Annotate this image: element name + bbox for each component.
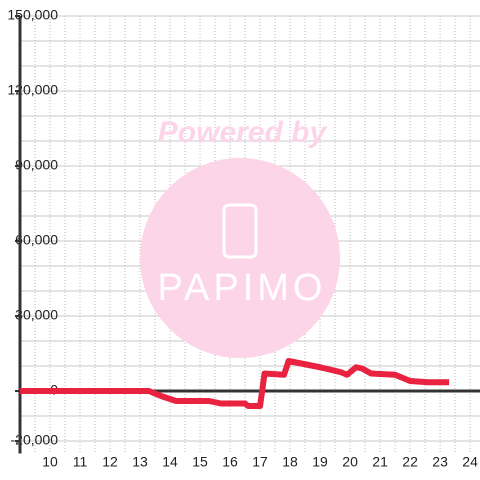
x-tick-label: 15 [192, 454, 208, 470]
watermark-bottom: PAPIMO [158, 267, 327, 309]
x-tick-label: 18 [282, 454, 298, 470]
y-tick-label: 150,000 [7, 7, 58, 23]
watermark: Powered by PAPIMO [140, 116, 340, 358]
y-tick-label: 120,000 [7, 82, 58, 98]
y-tick-label: 30,000 [15, 307, 58, 323]
x-tick-label: 16 [222, 454, 238, 470]
x-tick-label: 24 [462, 454, 478, 470]
x-tick-label: 10 [42, 454, 58, 470]
x-tick-label: 19 [312, 454, 328, 470]
x-tick-label: 23 [432, 454, 448, 470]
x-tick-label: 21 [372, 454, 388, 470]
y-tick-label: 60,000 [15, 232, 58, 248]
x-tick-label: 14 [162, 454, 178, 470]
x-tick-label: 11 [73, 454, 88, 470]
x-tick-label: 22 [402, 454, 418, 470]
x-tick-label: 12 [102, 454, 118, 470]
x-tick-label: 13 [132, 454, 148, 470]
watermark-phone [222, 203, 258, 259]
watermark-top: Powered by [158, 116, 328, 149]
y-tick-label: -20,000 [11, 432, 59, 448]
x-tick-label: 17 [252, 454, 268, 470]
series-line [20, 358, 450, 409]
y-tick-label: 90,000 [15, 157, 58, 173]
x-tick-label: 20 [342, 454, 358, 470]
